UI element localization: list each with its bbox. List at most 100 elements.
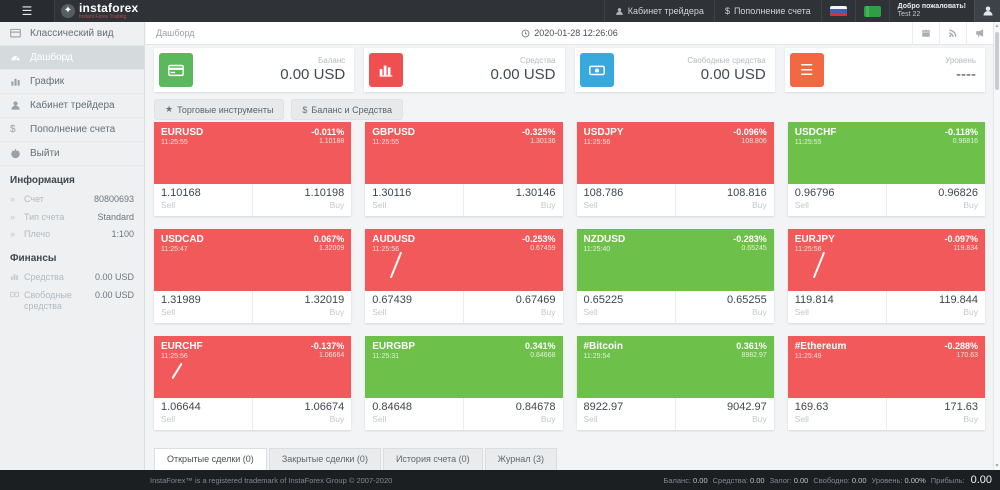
buy-button[interactable]: 119.844 Buy	[885, 291, 985, 323]
buy-button[interactable]: 0.65255 Buy	[674, 291, 774, 323]
quote-tile-usdjpy[interactable]: USDJPY 11:25:56 -0.096% 108.806 108.786 Se…	[576, 122, 774, 216]
quote-tile-nzdusd[interactable]: NZDUSD 11:25:40 -0.283% 0.65245 0.65225 Se…	[576, 229, 774, 323]
quote-tile-header: USDJPY 11:25:56 -0.096% 108.806	[576, 122, 774, 184]
sidebar-item-chart[interactable]: График	[0, 70, 144, 94]
sidebar-item-classic-view[interactable]: Классический вид	[0, 22, 144, 46]
sell-price: 108.786	[583, 187, 624, 199]
quote-tile-header: EURUSD 11:25:55 -0.011% 1.10188	[154, 122, 352, 184]
sell-button[interactable]: 1.30116 Sell	[365, 184, 463, 216]
quote-tile-ethereum[interactable]: #Ethereum 11:25:49 -0.288% 170.63 169.63 S…	[787, 336, 985, 430]
buy-button[interactable]: 0.96826 Buy	[885, 184, 985, 216]
sidebar-item-dashboard[interactable]: Дашборд	[0, 46, 144, 70]
symbol-label: USDCAD	[161, 234, 204, 245]
tab-account-history[interactable]: История счета (0)	[382, 448, 483, 470]
sell-button[interactable]: 119.814 Sell	[788, 291, 886, 323]
calendar-button[interactable]	[912, 21, 939, 45]
card-label: Свободные средства	[687, 55, 766, 65]
green-flag-icon	[863, 5, 881, 17]
scroll-up-arrow[interactable]: ▲	[994, 23, 1000, 29]
scroll-down-arrow[interactable]: ▼	[994, 463, 1000, 469]
sell-button[interactable]: 8922.97 Sell	[577, 398, 675, 430]
sell-button[interactable]: 108.786 Sell	[577, 184, 675, 216]
sidebar-item-logout[interactable]: Выйти	[0, 142, 144, 166]
change-percent: -0.096%	[733, 127, 767, 137]
sell-price: 1.31989	[161, 294, 201, 306]
language-flag-secondary[interactable]	[854, 0, 889, 22]
sell-price: 0.84648	[372, 401, 413, 413]
buy-button[interactable]: 1.06674 Buy	[252, 398, 351, 430]
sell-label: Sell	[583, 414, 598, 425]
sell-button[interactable]: 1.06644 Sell	[154, 398, 252, 430]
header-deposit-button[interactable]: $ Пополнение счета	[713, 0, 821, 22]
sell-button[interactable]: 1.10168 Sell	[154, 184, 252, 216]
server-datetime: 2020-01-28 12:26:06	[146, 28, 993, 38]
quote-tile-eurgbp[interactable]: EURGBP 11:25:31 0.341% 0.84668 0.84648 Sel…	[365, 336, 563, 430]
logo[interactable]: ✦ instaforex Instant Forex Trading	[61, 2, 138, 20]
quote-time: 11:25:55	[161, 139, 188, 146]
quote-tile-gbpusd[interactable]: GBPUSD 11:25:55 -0.325% 1.30136 1.30116 Se…	[365, 122, 563, 216]
sell-button[interactable]: 0.67439 Sell	[365, 291, 463, 323]
info-label: Тип счета	[24, 211, 65, 222]
sparkline	[171, 362, 183, 380]
quote-time: 11:25:56	[372, 246, 399, 253]
chevrons-icon: »	[10, 229, 16, 240]
sell-label: Sell	[583, 200, 598, 211]
quote-tile-audusd[interactable]: AUDUSD 11:25:56 -0.253% 0.67459 0.67439 Se…	[365, 229, 563, 323]
tab-journal[interactable]: Журнал (3)	[484, 448, 558, 470]
buy-button[interactable]: 1.10198 Buy	[252, 184, 351, 216]
sidebar-item-deposit[interactable]: $ Пополнение счета	[0, 118, 144, 142]
info-row-account: » Счет 80800693	[0, 191, 144, 209]
buy-button[interactable]: 1.32019 Buy	[252, 291, 351, 323]
rss-button[interactable]	[939, 21, 966, 45]
sell-button[interactable]: 0.65225 Sell	[577, 291, 675, 323]
dollar-icon: $	[724, 6, 730, 16]
quote-tile-usdcad[interactable]: USDCAD 11:25:47 0.067% 1.32009 1.31989 Sel…	[154, 229, 352, 323]
avatar[interactable]	[974, 0, 1000, 22]
buy-button[interactable]: 1.30146 Buy	[463, 184, 562, 216]
logo-subtitle: Instant Forex Trading	[79, 14, 127, 20]
clock-icon	[521, 29, 530, 37]
sell-price: 0.96796	[794, 187, 835, 199]
quote-tile-usdchf[interactable]: USDCHF 11:25:55 -0.118% 0.96816 0.96796 Se…	[787, 122, 985, 216]
buy-price: 0.84678	[515, 401, 556, 413]
quote-tile-header: NZDUSD 11:25:40 -0.283% 0.65245	[576, 229, 774, 291]
quote-time: 11:25:40	[583, 246, 611, 253]
buy-button[interactable]: 0.84678 Buy	[463, 398, 562, 430]
tab-closed-trades[interactable]: Закрытые сделки (0)	[268, 448, 381, 470]
trading-instruments-button[interactable]: ★ Торговые инструменты	[154, 99, 285, 120]
buy-button[interactable]: 108.816 Buy	[674, 184, 774, 216]
sidebar-item-trader-cabinet[interactable]: Кабинет трейдера	[0, 94, 144, 118]
last-price: 119.834	[953, 245, 978, 252]
hamburger-menu-button[interactable]: ☰	[0, 0, 55, 22]
sell-button[interactable]: 0.96796 Sell	[788, 184, 886, 216]
tab-open-trades[interactable]: Открытые сделки (0)	[154, 448, 267, 470]
scrollbar-thumb[interactable]	[995, 32, 999, 90]
card-value: 0.00 USD	[490, 65, 556, 83]
sell-button[interactable]: 1.31989 Sell	[154, 291, 252, 323]
symbol-label: EURGBP	[372, 341, 416, 352]
sell-label: Sell	[161, 307, 176, 318]
vertical-scrollbar[interactable]: ▲ ▼	[993, 22, 1000, 470]
buy-button[interactable]: 9042.97 Buy	[674, 398, 774, 430]
language-flag-russian[interactable]	[820, 0, 855, 22]
quote-tile-eurchf[interactable]: EURCHF 11:25:56 -0.137% 1.06664 1.06644 Se…	[154, 336, 352, 430]
finance-section-title: Финансы	[10, 253, 57, 265]
announcements-button[interactable]	[966, 21, 993, 45]
quotes-grid: EURUSD 11:25:55 -0.011% 1.10188 1.10168 Se…	[154, 122, 985, 430]
symbol-label: USDCHF	[794, 127, 837, 138]
chevrons-icon: »	[10, 211, 16, 222]
sell-button[interactable]: 169.63 Sell	[788, 398, 886, 430]
footer-margin: Залог: 0.00	[769, 475, 809, 485]
buy-button[interactable]: 0.67469 Buy	[463, 291, 562, 323]
sell-button[interactable]: 0.84648 Sell	[365, 398, 463, 430]
user-avatar-icon	[983, 6, 992, 16]
header-trader-cabinet-button[interactable]: Кабинет трейдера	[603, 0, 714, 22]
change-percent: -0.097%	[944, 234, 978, 244]
quote-tile-bitcoin[interactable]: #Bitcoin 11:25:54 0.361% 8982.97 8922.97 S…	[576, 336, 774, 430]
bar-chart-icon	[369, 53, 404, 87]
quote-tile-eurusd[interactable]: EURUSD 11:25:55 -0.011% 1.10188 1.10168 Se…	[154, 122, 352, 216]
instaforex-logo-icon: ✦	[61, 4, 75, 18]
buy-button[interactable]: 171.63 Buy	[885, 398, 985, 430]
quote-tile-eurjpy[interactable]: EURJPY 11:25:56 -0.097% 119.834 119.814 Se…	[787, 229, 985, 323]
balance-and-funds-button[interactable]: $ Баланс и Средства	[291, 99, 403, 120]
